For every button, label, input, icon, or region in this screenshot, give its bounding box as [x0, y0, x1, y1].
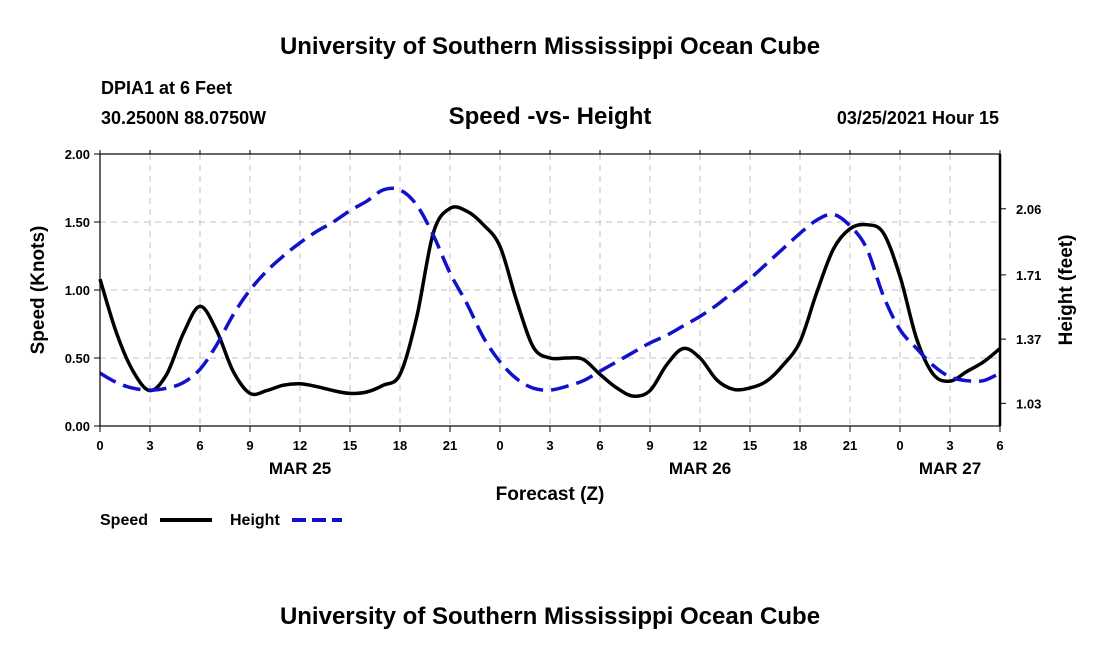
- x-tick-label: 21: [843, 438, 857, 453]
- legend: Speed Height: [100, 512, 342, 529]
- legend-speed-label: Speed: [100, 512, 148, 529]
- tick-labels: 0 3 6 9 12 15 18 21 0 3 6 9 12 15 18 21 0 3 6 0.00 0.50 1.00 1…: [65, 147, 1042, 478]
- x-tick-label: 0: [96, 438, 103, 453]
- x-tick-label: 18: [393, 438, 407, 453]
- bottom-title: University of Southern Mississippi Ocean…: [280, 603, 820, 630]
- series-layer: [98, 186, 1002, 398]
- y-tick-label: 0.00: [65, 419, 90, 434]
- y-tick-label: 2.00: [65, 147, 90, 162]
- x-tick-label: 3: [546, 438, 553, 453]
- x-tick-label: 12: [293, 438, 307, 453]
- y2-tick-label: 1.71: [1016, 268, 1041, 283]
- x-tick-label: 12: [693, 438, 707, 453]
- grid-lines: [100, 154, 1000, 426]
- series-line-speed: [98, 205, 1002, 398]
- x-tick-label: 15: [743, 438, 757, 453]
- y-tick-label: 0.50: [65, 351, 90, 366]
- y-tick-label: 1.50: [65, 215, 90, 230]
- x-tick-label: 21: [443, 438, 457, 453]
- date-label: MAR 25: [269, 459, 331, 478]
- date-label: MAR 26: [669, 459, 731, 478]
- axes: [94, 150, 1006, 432]
- x-tick-label: 3: [146, 438, 153, 453]
- y2-tick-label: 2.06: [1016, 202, 1041, 217]
- x-tick-label: 0: [496, 438, 503, 453]
- x-tick-label: 6: [996, 438, 1003, 453]
- legend-height-label: Height: [230, 512, 280, 529]
- station-label: DPIA1 at 6 Feet: [101, 78, 232, 98]
- x-tick-label: 6: [596, 438, 603, 453]
- x-tick-label: 9: [646, 438, 653, 453]
- top-title: University of Southern Mississippi Ocean…: [280, 33, 820, 60]
- y-axis-title: Speed (Knots): [28, 226, 49, 355]
- y2-axis-title: Height (feet): [1056, 235, 1077, 346]
- coords-label: 30.2500N 88.0750W: [101, 108, 266, 128]
- x-tick-label: 6: [196, 438, 203, 453]
- x-tick-label: 18: [793, 438, 807, 453]
- x-tick-label: 3: [946, 438, 953, 453]
- x-tick-label: 0: [896, 438, 903, 453]
- datetime-label: 03/25/2021 Hour 15: [837, 108, 999, 128]
- x-axis-title: Forecast (Z): [496, 484, 605, 505]
- x-tick-label: 15: [343, 438, 357, 453]
- y-tick-label: 1.00: [65, 283, 90, 298]
- y2-tick-label: 1.03: [1016, 396, 1041, 411]
- x-tick-label: 9: [246, 438, 253, 453]
- y2-tick-label: 1.37: [1016, 332, 1041, 347]
- chart-title: Speed -vs- Height: [449, 103, 652, 130]
- date-label: MAR 27: [919, 459, 981, 478]
